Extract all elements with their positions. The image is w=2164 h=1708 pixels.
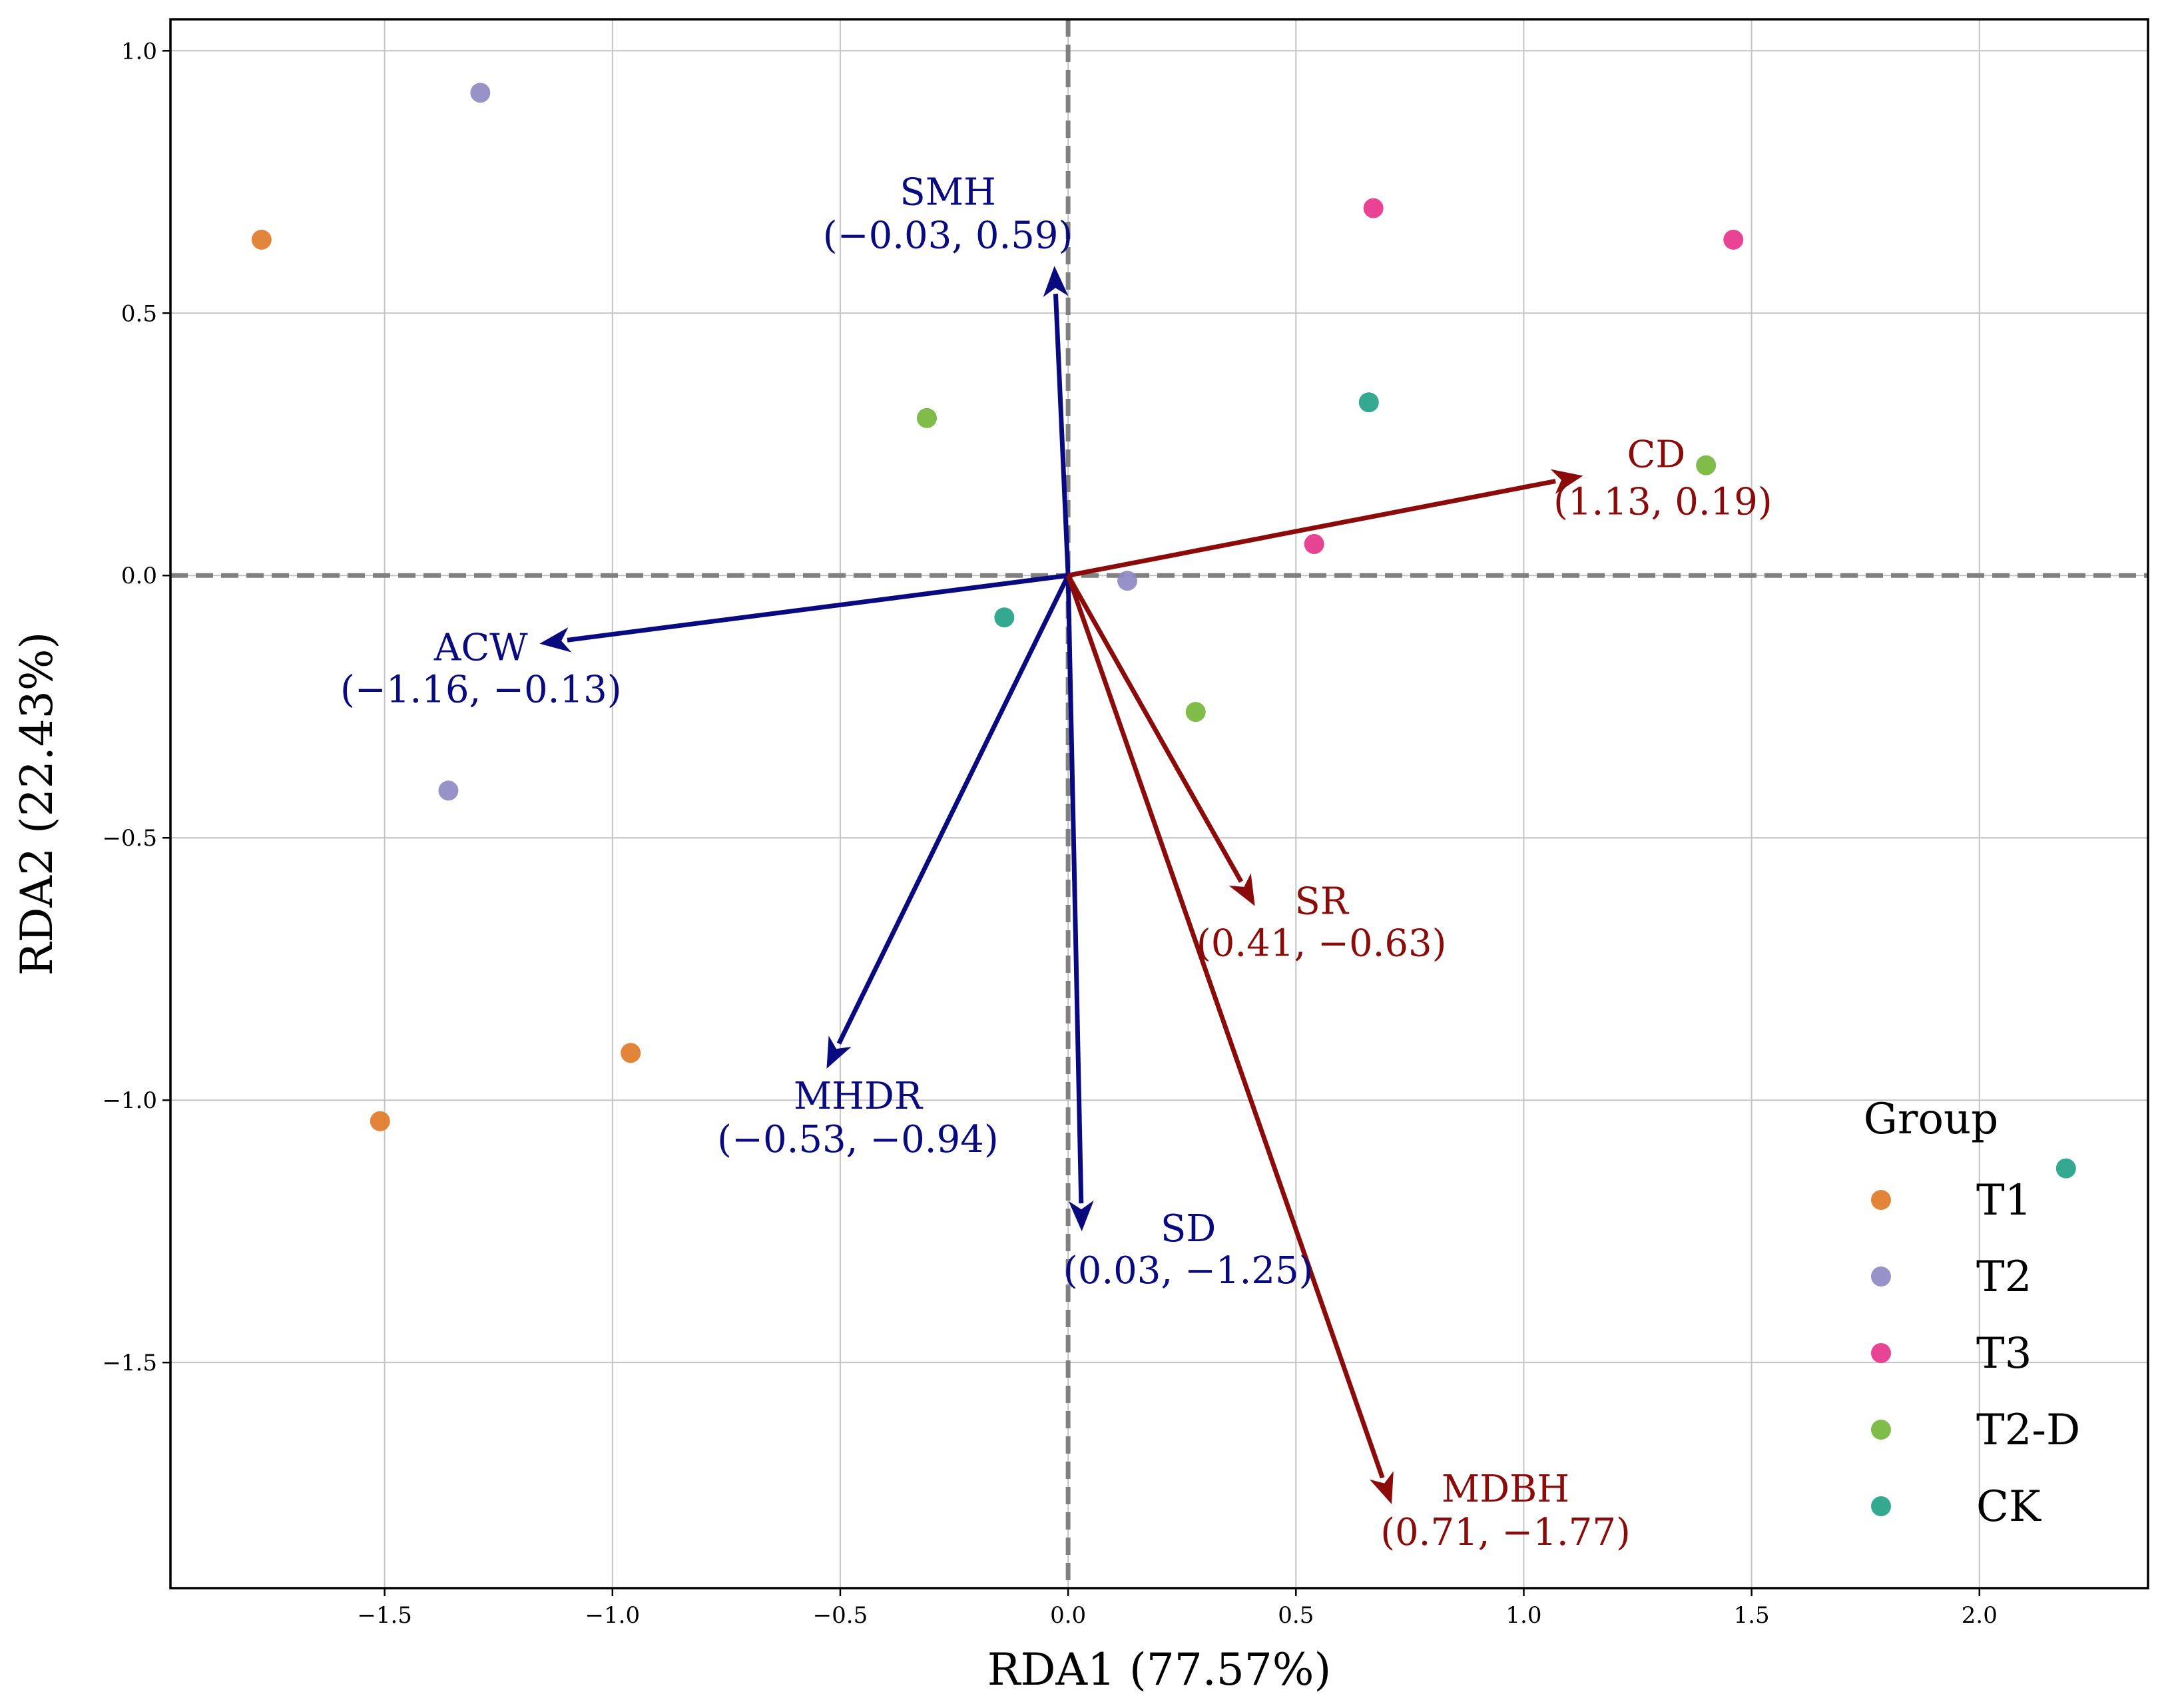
vector-smh-name: SMH [900,170,996,214]
y-tick-label: 1.0 [121,38,157,65]
x-tick-label: 2.0 [1962,1602,1998,1629]
y-tick-label: −1.0 [102,1087,157,1114]
vector-cd-shaft [1067,479,1556,578]
vector-acw-coords: (−1.16, −0.13) [340,669,622,712]
legend-label-t2: T2 [1976,1253,2031,1302]
vector-sd-shaft [1065,575,1084,1204]
legend-marker-ck [1871,1496,1891,1516]
x-tick-label: −1.5 [357,1602,412,1629]
x-tick-label: 1.0 [1505,1602,1541,1629]
data-point-t1 [370,1111,390,1131]
vector-sr-arrowhead [1228,873,1255,906]
data-point-ck [994,607,1015,628]
legend-marker-t2 [1871,1267,1891,1286]
vector-acw-shaft [567,573,1069,643]
legend: Group T1 T2 T3 T2-D CK [1864,1095,2081,1532]
data-point-t3 [1723,229,1744,250]
x-tick-label: −1.0 [585,1602,641,1629]
vector-cd-coords: (1.13, 0.19) [1553,481,1772,524]
zero-lines [170,19,2148,1588]
data-point-t1 [621,1043,641,1063]
legend-label-t3: T3 [1976,1329,2031,1378]
legend-label-t1: T1 [1976,1176,2031,1225]
vector-sr-name: SR [1294,880,1349,924]
plot-frame [169,18,2149,1589]
data-point-ck [1358,392,1379,413]
y-tick-label: −0.5 [102,825,157,852]
vector-mhdr-shaft [836,574,1071,1045]
vector-labels: SMH(−0.03, 0.59) CD(1.13, 0.19) ACW(−1.16,… [340,170,1772,1554]
x-axis-title: RDA1 (77.57%) [987,1644,1331,1695]
vector-sd-name: SD [1161,1207,1216,1251]
vector-mdbh-name: MDBH [1442,1468,1569,1511]
x-tick-label: 0.0 [1050,1602,1086,1629]
data-point-t2 [470,83,491,103]
data-point-t3 [1304,533,1324,554]
data-point-t2-d [1696,455,1717,475]
legend-marker-t1 [1871,1190,1891,1210]
vector-cd-name: CD [1627,433,1686,477]
data-point-t2-d [916,408,937,428]
vector-acw-name: ACW [433,627,528,670]
vector-sd-coords: (0.03, −1.25) [1063,1249,1314,1292]
sample-points [251,83,2076,1179]
x-tick-label: −0.5 [813,1602,868,1629]
vector-sr-shaft [1066,574,1244,883]
vector-smh-coords: (−0.03, 0.59) [823,214,1073,257]
data-point-t2 [1117,571,1138,591]
data-point-t2 [438,780,459,801]
legend-marker-t3 [1871,1343,1891,1363]
vector-acw-arrowhead [539,627,572,653]
data-point-ck [2055,1158,2076,1179]
vector-sr-coords: (0.41, −0.63) [1197,922,1447,966]
legend-label-t2-d: T2-D [1976,1406,2080,1455]
vector-mdbh-arrowhead [1369,1471,1394,1504]
vector-mdbh-shaft [1065,575,1385,1479]
x-tick-label: 1.5 [1734,1602,1770,1629]
vector-mdbh-coords: (0.71, −1.77) [1380,1511,1631,1554]
y-axis-title: RDA2 (22.43%) [11,632,63,976]
legend-marker-t2-d [1871,1420,1891,1440]
y-tick-label: −1.5 [102,1350,157,1376]
vector-smh-arrowhead [1043,266,1069,298]
axis-ticks: −1.5 −1.0 −0.5 0.0 0.5 1.0 1.5 2.0 1.0 0.5 0.0 −0.5… [102,38,1997,1629]
vector-mhdr-coords: (−0.53, −0.94) [717,1118,999,1161]
x-tick-label: 0.5 [1278,1602,1314,1629]
data-point-t3 [1363,198,1384,218]
legend-title: Group [1864,1095,1998,1144]
vector-sd-arrowhead [1068,1200,1094,1232]
vector-smh-shaft [1053,294,1071,576]
data-point-t1 [251,229,272,250]
legend-label-ck: CK [1976,1482,2041,1532]
vector-mhdr-name: MHDR [794,1075,924,1118]
data-point-t2-d [1185,702,1206,722]
vectors [539,266,1583,1504]
y-tick-label: 0.0 [121,563,157,589]
y-tick-label: 0.5 [121,300,157,327]
vector-cd-arrowhead [1550,469,1583,494]
vector-mhdr-arrowhead [826,1035,852,1069]
